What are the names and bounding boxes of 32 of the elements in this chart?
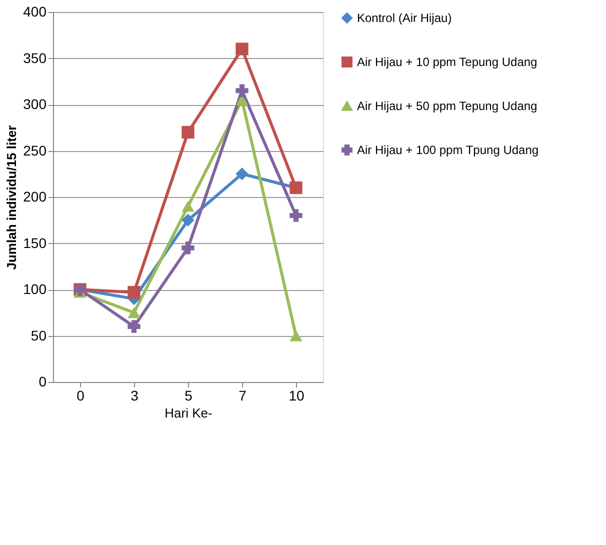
point — [182, 126, 194, 139]
legend-label: Kontrol (Air Hijau) — [357, 11, 452, 25]
y-tick-label: 400 — [23, 4, 47, 20]
point — [128, 307, 140, 318]
point — [182, 214, 194, 226]
y-tick-label: 0 — [38, 374, 47, 390]
point — [290, 209, 302, 222]
y-axis-title: Jumlah individu/15 liter — [4, 125, 20, 270]
point — [236, 168, 248, 180]
y-tick-label: 100 — [23, 281, 47, 297]
x-tick-label: 3 — [130, 388, 139, 404]
x-tick-label: 10 — [288, 388, 304, 404]
y-tick-label: 300 — [23, 96, 47, 112]
x-axis-title: Hari Ke- — [164, 406, 212, 420]
point — [128, 320, 140, 333]
point — [236, 42, 248, 56]
y-tick-label: 150 — [23, 234, 47, 251]
legend-label: Air Hijau + 100 ppm Tpung Udang — [357, 143, 539, 157]
x-tick-label: 5 — [184, 388, 193, 404]
y-tick-label: 200 — [23, 188, 47, 204]
point — [128, 286, 140, 299]
legend-label: Air Hijau + 10 ppm Tepung Udang — [357, 55, 538, 69]
y-tick-label: 50 — [30, 327, 47, 344]
y-tick-label: 350 — [23, 50, 47, 66]
point — [182, 200, 194, 212]
x-tick-label: 0 — [76, 388, 85, 404]
point — [290, 330, 302, 342]
y-tick-label: 250 — [23, 142, 47, 158]
point — [182, 242, 194, 254]
point — [236, 84, 248, 97]
x-tick-label: 7 — [238, 388, 247, 404]
legend-label: Air Hijau + 50 ppm Tepung Udang — [357, 99, 538, 113]
